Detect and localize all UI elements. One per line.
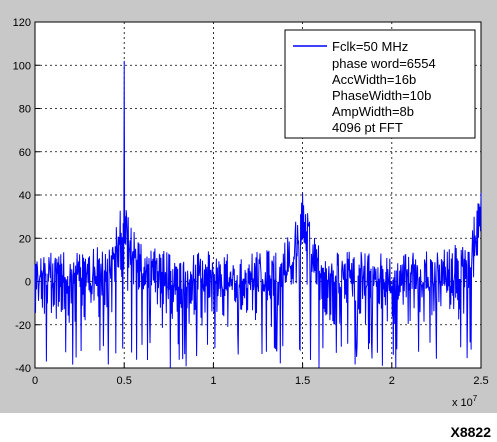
legend-entry-4: AmpWidth=8b bbox=[332, 104, 414, 119]
x-tick-label-2: 1 bbox=[210, 375, 216, 387]
legend-entry-0: Fclk=50 MHz bbox=[332, 39, 408, 54]
x-tick-labels: 0 0.5 1 1.5 2 2.5 bbox=[32, 375, 489, 387]
legend-entry-5: 4096 pt FFT bbox=[332, 120, 403, 135]
series-line-fclk bbox=[34, 60, 482, 368]
figure-id-label: X8822 bbox=[450, 424, 491, 440]
legend-box bbox=[284, 29, 476, 139]
chart-canvas: 0 0.5 1 1.5 2 2.5 -40 -20 0 20 40 60 80 100 120 Fclk=… bbox=[13, 17, 489, 409]
y-tick-label-5: 60 bbox=[19, 147, 31, 159]
x-tick-label-4: 2 bbox=[389, 375, 395, 387]
y-tick-label-1: -20 bbox=[15, 320, 31, 332]
y-tick-label-4: 40 bbox=[19, 190, 31, 202]
x-tick-label-1: 0.5 bbox=[117, 375, 132, 387]
x-tick-label-3: 1.5 bbox=[295, 375, 310, 387]
legend-entry-2: AccWidth=16b bbox=[332, 72, 416, 87]
x-tick-label-0: 0 bbox=[32, 375, 38, 387]
legend-entry-1: phase word=6554 bbox=[332, 56, 436, 71]
y-tick-labels: -40 -20 0 20 40 60 80 100 120 bbox=[13, 17, 31, 375]
figure-background: 0 0.5 1 1.5 2 2.5 -40 -20 0 20 40 60 80 100 120 Fclk=… bbox=[0, 0, 497, 413]
y-tick-label-0: -40 bbox=[15, 363, 31, 375]
legend: Fclk=50 MHz phase word=6554 AccWidth=16b… bbox=[284, 29, 476, 139]
y-tick-label-6: 80 bbox=[19, 104, 31, 116]
x-tick-label-5: 2.5 bbox=[473, 375, 488, 387]
y-tick-label-3: 20 bbox=[19, 233, 31, 245]
y-tick-label-8: 120 bbox=[13, 17, 31, 29]
series-layer bbox=[34, 60, 482, 368]
legend-entry-3: PhaseWidth=10b bbox=[332, 88, 431, 103]
y-tick-label-7: 100 bbox=[13, 60, 31, 72]
x-exponent-label: x 107 bbox=[452, 394, 478, 409]
y-tick-label-2: 0 bbox=[25, 277, 31, 289]
axis-ticks bbox=[34, 21, 482, 369]
